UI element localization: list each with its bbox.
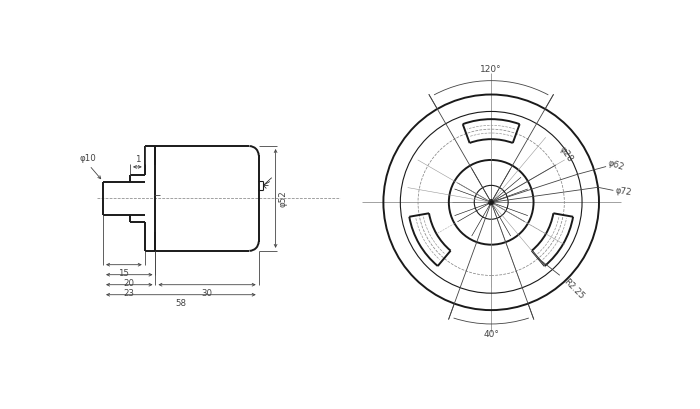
Text: 58: 58 bbox=[176, 299, 186, 308]
Text: 120°: 120° bbox=[480, 65, 502, 74]
Text: φ52: φ52 bbox=[279, 190, 288, 207]
Text: φ28: φ28 bbox=[557, 144, 575, 164]
Text: φ62: φ62 bbox=[607, 158, 626, 172]
Text: 23: 23 bbox=[124, 289, 135, 298]
Text: 15: 15 bbox=[118, 269, 130, 278]
Text: φ10: φ10 bbox=[79, 154, 96, 163]
Text: 40°: 40° bbox=[483, 330, 499, 339]
Text: 30: 30 bbox=[202, 289, 213, 298]
Text: R2.25: R2.25 bbox=[561, 277, 585, 301]
Text: φ72: φ72 bbox=[615, 187, 633, 198]
Text: 1: 1 bbox=[134, 155, 140, 164]
Text: 20: 20 bbox=[124, 279, 135, 288]
